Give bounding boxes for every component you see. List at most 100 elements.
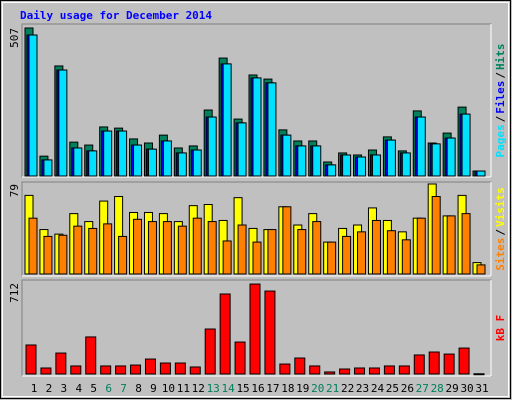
bar <box>133 144 143 177</box>
x-tick-label: 10 <box>162 382 175 395</box>
bar <box>207 221 217 275</box>
x-tick-label: 15 <box>236 382 249 395</box>
bar <box>237 122 247 177</box>
bar <box>297 229 307 275</box>
x-tick-label: 4 <box>75 382 82 395</box>
bar <box>40 367 52 375</box>
bar <box>431 196 441 275</box>
legend-entry: Sites <box>494 238 507 271</box>
bar <box>401 239 411 275</box>
bar <box>130 364 142 375</box>
bar <box>476 264 486 275</box>
bar <box>88 227 98 275</box>
legend-entry: Files <box>494 81 507 114</box>
bar <box>70 365 82 375</box>
bar <box>177 152 187 177</box>
x-tick-label: 18 <box>281 382 294 395</box>
bar <box>147 148 157 177</box>
x-tick-label: 14 <box>222 382 236 395</box>
bar <box>371 154 381 177</box>
bar <box>43 159 53 177</box>
bar <box>327 164 337 177</box>
legend-entry: Visits <box>494 187 507 227</box>
x-tick-label: 22 <box>341 382 354 395</box>
bar <box>398 365 410 375</box>
bar <box>159 362 171 375</box>
bar <box>118 130 128 177</box>
legend-entry: kB F <box>494 315 507 342</box>
bar <box>58 69 68 177</box>
bar <box>162 221 172 275</box>
y-tick-label: 712 <box>8 283 21 303</box>
bar <box>357 156 367 177</box>
bar <box>339 368 351 375</box>
x-tick-label: 31 <box>475 382 488 395</box>
bar <box>383 365 395 375</box>
bar <box>431 143 441 177</box>
x-tick-label: 8 <box>135 382 142 395</box>
x-tick-label: 29 <box>446 382 459 395</box>
bar <box>371 219 381 275</box>
bar <box>267 82 277 177</box>
bar <box>446 137 456 177</box>
x-tick-label: 3 <box>61 382 68 395</box>
bar <box>192 149 202 177</box>
bar <box>443 353 455 375</box>
inner-frame <box>2 2 509 397</box>
bar <box>204 328 216 375</box>
x-tick-label: 7 <box>120 382 127 395</box>
x-tick-label: 2 <box>46 382 53 395</box>
chart-title: Daily usage for December 2014 <box>20 9 212 22</box>
bar <box>324 371 336 375</box>
bar <box>413 354 425 375</box>
bar <box>133 218 143 275</box>
x-tick-label: 27 <box>416 382 429 395</box>
x-tick-label: 28 <box>431 382 444 395</box>
bar <box>297 145 307 177</box>
bar <box>309 365 321 375</box>
bar <box>476 170 486 177</box>
bar <box>25 344 37 375</box>
bar <box>368 367 380 375</box>
bar <box>85 336 97 375</box>
legend: kB F <box>494 315 507 342</box>
bar <box>28 34 38 177</box>
bar <box>282 134 292 177</box>
bar <box>219 293 231 375</box>
bar <box>192 217 202 275</box>
bar <box>264 290 276 375</box>
bar <box>222 63 232 177</box>
bar <box>342 154 352 177</box>
bar <box>267 229 277 275</box>
bar <box>73 225 83 275</box>
bar <box>458 347 470 375</box>
bar <box>237 224 247 275</box>
bar <box>189 366 201 375</box>
bar <box>43 235 53 275</box>
bar <box>416 116 426 177</box>
bar <box>428 351 440 375</box>
bar <box>115 365 127 375</box>
bar <box>354 367 366 375</box>
legend-entry: Pages <box>494 124 507 157</box>
bar <box>279 363 291 375</box>
bar <box>222 240 232 275</box>
bar <box>473 373 485 376</box>
x-tick-label: 16 <box>251 382 264 395</box>
x-tick-label: 30 <box>460 382 473 395</box>
bar <box>58 234 68 275</box>
bar <box>342 235 352 275</box>
x-tick-label: 25 <box>386 382 399 395</box>
y-tick-label: 507 <box>8 28 21 48</box>
bar <box>386 139 396 177</box>
bar <box>177 225 187 275</box>
x-tick-label: 5 <box>90 382 97 395</box>
bar <box>249 283 261 375</box>
x-tick-label: 13 <box>207 382 220 395</box>
x-tick-label: 11 <box>177 382 190 395</box>
x-tick-label: 12 <box>192 382 205 395</box>
bar <box>312 145 322 177</box>
bar <box>327 241 337 275</box>
